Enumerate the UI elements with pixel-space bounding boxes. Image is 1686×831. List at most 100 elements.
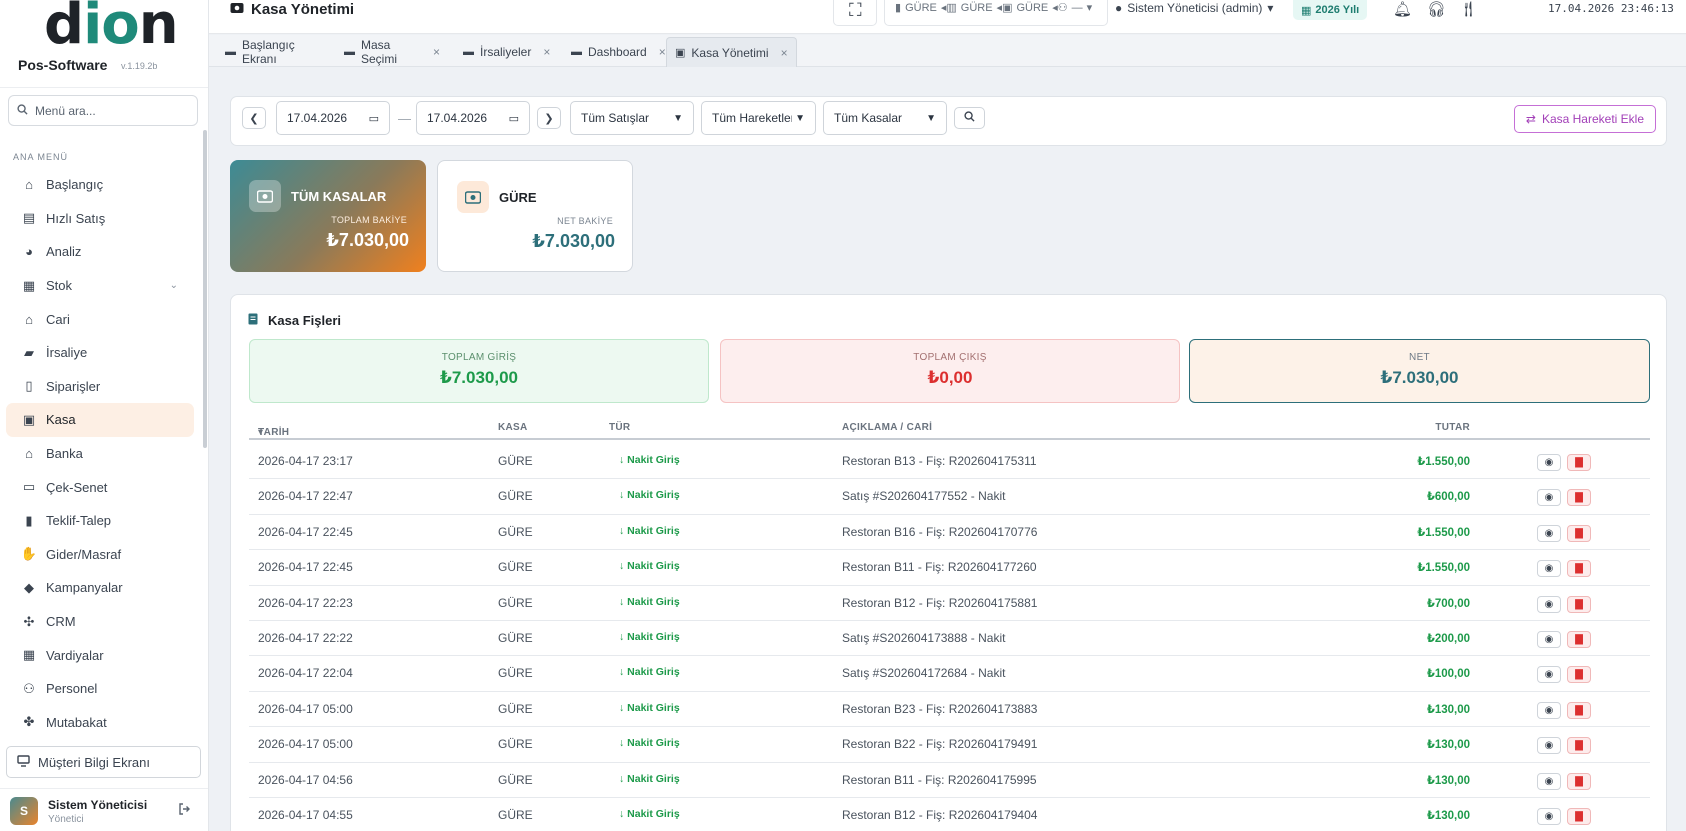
admin-menu[interactable]: ● Sistem Yöneticisi (admin) ▾ (1115, 1, 1273, 15)
sidebar-item-label: Personel (46, 681, 98, 697)
calendar-icon[interactable]: ▭ (368, 112, 379, 125)
view-button[interactable]: ◉ (1537, 737, 1561, 755)
cell-kasa: GÜRE (498, 807, 533, 822)
close-icon[interactable]: × (543, 45, 551, 59)
all-registers-card[interactable]: TÜM KASALAR TOPLAM BAKİYE ₺7.030,00 (230, 160, 426, 272)
sidebar-item-kasa[interactable]: ▣ Kasa (6, 403, 194, 437)
sidebar-item-siparişler[interactable]: ▯ Siparişler (6, 370, 194, 404)
column-header-kasa[interactable]: KASA (498, 422, 528, 433)
column-header-description[interactable]: AÇIKLAMA / CARİ (842, 422, 933, 433)
date-to-input[interactable]: 17.04.2026 ▭ (416, 101, 530, 135)
stat-value: ₺0,00 (927, 368, 973, 387)
date-from-input[interactable]: 17.04.2026 ▭ (276, 101, 390, 135)
register-select[interactable]: Tüm Kasalar ▼ (823, 101, 947, 135)
money-bill-icon (457, 181, 489, 213)
customer-display-button[interactable]: Müşteri Bilgi Ekranı (6, 746, 201, 778)
sidebar-item-kampanyalar[interactable]: ◆ Kampanyalar (6, 571, 194, 605)
column-header-amount[interactable]: TUTAR (1435, 422, 1470, 433)
sidebar-item-başlangıç[interactable]: ⌂ Başlangıç (6, 168, 194, 202)
search-button[interactable] (954, 107, 985, 129)
headset-icon[interactable]: 🎧︎ (1427, 1, 1447, 18)
sidebar-item-vardiyalar[interactable]: ▦ Vardiyalar (6, 638, 194, 672)
view-button[interactable]: ◉ (1537, 524, 1561, 542)
tab-dashboard[interactable]: ▬ Dashboard × (563, 37, 666, 67)
sidebar-item-i-rsaliye[interactable]: ▰ İrsaliye (6, 336, 194, 370)
register-card-gure[interactable]: GÜRE NET BAKİYE ₺7.030,00 (437, 160, 633, 272)
eye-icon: ◉ (1544, 810, 1554, 822)
sidebar-item-stok[interactable]: ▦ Stok ⌄ (6, 269, 194, 303)
sidebar-item-mutabakat[interactable]: ✤ Mutabakat (6, 706, 194, 740)
tab-masa-seçimi[interactable]: ▬ Masa Seçimi × (336, 37, 448, 67)
delete-button[interactable]: ▇ (1567, 807, 1591, 825)
utensils-icon[interactable]: 🍴︎ (1459, 1, 1479, 18)
sidebar-item-çek-senet[interactable]: ▭ Çek-Senet (6, 470, 194, 504)
delete-button[interactable]: ▇ (1567, 630, 1591, 648)
tab-i-rsaliyeler[interactable]: ▬ İrsaliyeler × (455, 37, 556, 67)
chevron-down-icon: ▼ (673, 112, 683, 124)
sidebar-item-gider-masraf[interactable]: ✋ Gider/Masraf (6, 538, 194, 572)
sales-type-select[interactable]: Tüm Satışlar ▼ (570, 101, 694, 135)
page-icon: ▬ (344, 46, 355, 58)
view-button[interactable]: ◉ (1537, 807, 1561, 825)
delete-button[interactable]: ▇ (1567, 489, 1591, 507)
cell-kasa: GÜRE (498, 772, 533, 787)
close-icon[interactable]: × (432, 45, 440, 59)
sidebar-item-hızlı-satış[interactable]: ▤ Hızlı Satış (6, 202, 194, 236)
sidebar-item-label: Teklif-Talep (46, 513, 112, 529)
next-day-button[interactable]: ❯ (537, 107, 561, 129)
sidebar-item-cari[interactable]: ⌂ Cari (6, 302, 194, 336)
delete-button[interactable]: ▇ (1567, 737, 1591, 755)
user-profile[interactable]: S Sistem Yöneticisi Yönetici (0, 788, 208, 831)
delete-button[interactable]: ▇ (1567, 454, 1591, 471)
cell-kasa: GÜRE (498, 737, 533, 752)
fullscreen-button[interactable]: ⛶ (833, 0, 877, 26)
delete-button[interactable]: ▇ (1567, 701, 1591, 719)
view-button[interactable]: ◉ (1537, 595, 1561, 613)
table-row: 2026-04-17 04:55 GÜRE ↓ Nakit Giriş Restora… (249, 798, 1650, 831)
view-button[interactable]: ◉ (1537, 630, 1561, 648)
calendar-icon[interactable]: ▭ (508, 112, 519, 125)
close-icon[interactable]: × (658, 45, 666, 59)
delete-button[interactable]: ▇ (1567, 560, 1591, 578)
sidebar-item-label: Stok (46, 278, 73, 294)
tab-kasa-yönetimi[interactable]: ▣ Kasa Yönetimi × (666, 37, 797, 67)
view-button[interactable]: ◉ (1537, 666, 1561, 684)
logout-icon[interactable] (178, 803, 190, 818)
sidebar-item-teklif-talep[interactable]: ▮ Teklif-Talep (6, 504, 194, 538)
delete-button[interactable]: ▇ (1567, 666, 1591, 684)
cell-date: 2026-04-17 23:17 (258, 454, 353, 468)
view-button[interactable]: ◉ (1537, 489, 1561, 507)
sidebar-item-crm[interactable]: ✣ CRM (6, 605, 194, 639)
logo[interactable]: dion (44, 0, 179, 53)
add-cash-movement-button[interactable]: ⇄ Kasa Hareketi Ekle (1513, 105, 1656, 133)
trash-icon: ▇ (1575, 633, 1583, 645)
room-breadcrumb[interactable]: ▮ GÜRE ◂▥ GÜRE ◂▣ GÜRE ◂⚇ — ▾ (884, 0, 1108, 26)
cell-description: Restoran B22 - Fiş: R202604179491 (842, 737, 1038, 752)
view-button[interactable]: ◉ (1537, 772, 1561, 790)
sidebar-item-analiz[interactable]: ◕ Analiz (6, 235, 194, 269)
prev-day-button[interactable]: ❮ (242, 107, 266, 129)
column-header-type[interactable]: TÜR (609, 422, 631, 433)
view-button[interactable]: ◉ (1537, 454, 1561, 471)
delete-button[interactable]: ▇ (1567, 595, 1591, 613)
cell-kasa: GÜRE (498, 630, 533, 645)
view-button[interactable]: ◉ (1537, 701, 1561, 719)
sidebar-item-banka[interactable]: ⌂ Banka (6, 437, 194, 471)
cell-amount: ₺600,00 (1426, 491, 1470, 504)
sidebar-item-personel[interactable]: ⚇ Personel (6, 672, 194, 706)
delete-button[interactable]: ▇ (1567, 772, 1591, 790)
view-button[interactable]: ◉ (1537, 560, 1561, 578)
menu-search-input[interactable]: Menü ara... (8, 95, 198, 126)
sidebar-scrollbar[interactable] (203, 130, 207, 448)
bell-icon[interactable]: 🔔︎ (1393, 1, 1413, 18)
tab-başlangıç-ekranı[interactable]: ▬ Başlangıç Ekranı (217, 37, 329, 67)
net-stat: NET ₺7.030,00 (1189, 339, 1650, 403)
year-badge[interactable]: ▦ 2026 Yılı (1293, 0, 1368, 20)
delete-button[interactable]: ▇ (1567, 524, 1591, 542)
chevron-down-icon: ▼ (795, 112, 805, 124)
cell-description: Restoran B12 - Fiş: R202604179404 (842, 807, 1038, 822)
cell-type: ↓ Nakit Giriş (619, 737, 680, 750)
close-icon[interactable]: × (780, 45, 788, 60)
table-row: 2026-04-17 23:17 GÜRE ↓ Nakit Giriş Restora… (249, 444, 1650, 480)
movement-type-select[interactable]: Tüm Hareketler ▼ (701, 101, 816, 135)
